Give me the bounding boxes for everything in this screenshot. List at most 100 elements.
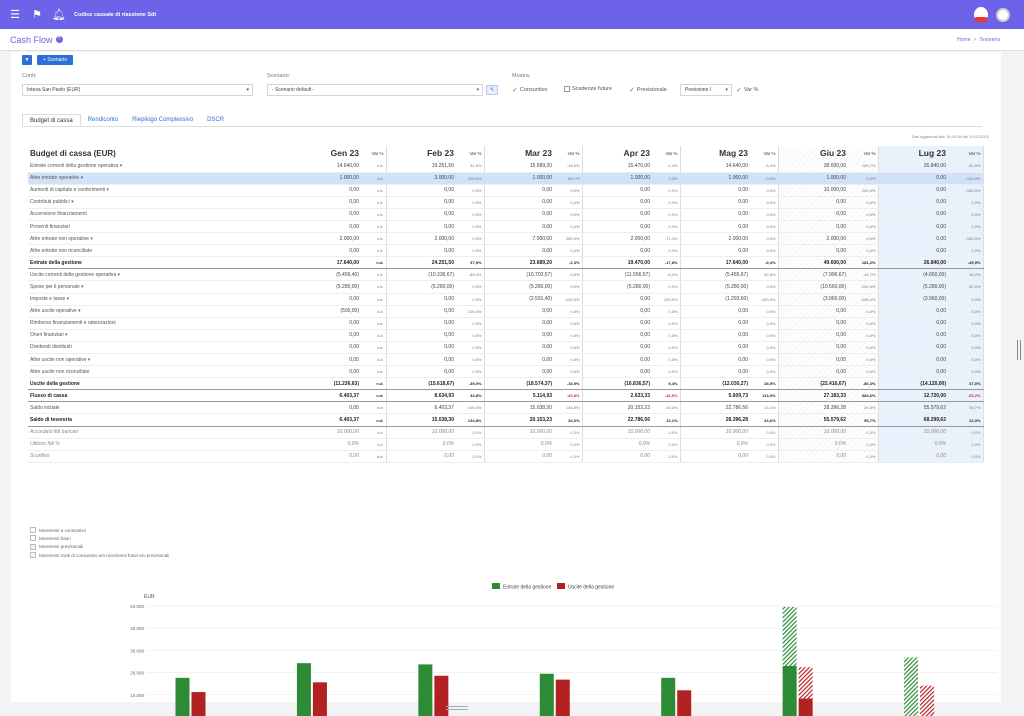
- expand-icon[interactable]: ▾: [76, 308, 81, 315]
- var-cell: n.d.: [361, 293, 387, 306]
- tab-riepilogo[interactable]: Riepilogo Complessivo: [132, 117, 194, 123]
- page-title: Cash Flow: [10, 34, 53, 45]
- table-row[interactable]: Entrate correnti della gestione operativ…: [28, 160, 984, 173]
- expand-icon[interactable]: ▾: [65, 296, 70, 303]
- var-cell: 0,0%: [948, 329, 984, 342]
- table-row[interactable]: Accensione finanziamenti 0,00 n.d. 0,00 0,0%…: [28, 208, 984, 221]
- table-row[interactable]: Accordato fidi bancari 10.000,00 n.d. 10.00…: [28, 426, 984, 439]
- var-cell: n.d.: [361, 401, 387, 415]
- table-row[interactable]: Altre uscite operative ▾ (500,00) n.d. 0,00…: [28, 305, 984, 318]
- table-row[interactable]: Entrate della gestione 17.640,00 n.d. 24.25…: [28, 256, 984, 270]
- value-cell: 0,0%: [878, 438, 948, 451]
- var-cell: 0,0%: [948, 196, 984, 209]
- value-cell: (18.574,37): [484, 377, 554, 391]
- expand-icon[interactable]: ▾: [69, 199, 74, 206]
- value-cell: 0,00: [778, 341, 848, 355]
- y-tick-label: 30.000: [130, 648, 144, 653]
- scenario-select[interactable]: - Scenario default - ▾: [267, 84, 483, 96]
- row-label-text: Altre uscite non riconciliate: [30, 368, 90, 375]
- table-row[interactable]: Altre uscite non riconciliate 0,00 n.d. 0,0…: [28, 365, 984, 379]
- expand-icon[interactable]: ▾: [105, 187, 109, 194]
- var-cell: n.d.: [361, 160, 387, 173]
- table-row[interactable]: Altre entrate operative ▾ 1.000,00 n.d. 3.0…: [28, 172, 984, 185]
- expand-icon[interactable]: ▾: [88, 235, 93, 242]
- value-cell: 55.579,62: [778, 413, 848, 427]
- bell-icon[interactable]: 🔔︎: [52, 9, 66, 21]
- table-row[interactable]: Sconfino 0,00 n.d. 0,00 0,0% 0,00 0,0% 0,00 0,0%…: [28, 450, 984, 463]
- value-cell: 0,00: [286, 184, 361, 197]
- table-row[interactable]: Uscite della gestione (11.236,63) n.d. (15.…: [28, 377, 984, 391]
- value-cell: 7.000,00: [484, 232, 554, 246]
- table-row[interactable]: Uscite correnti della gestione operativa…: [28, 268, 984, 282]
- company-name: Codice cassale di riassione Sdt: [74, 11, 157, 18]
- table-row[interactable]: Saldo di tesoreria 6.403,37 n.d. 15.038,30 1…: [28, 413, 984, 427]
- table-row[interactable]: Aumenti di capitale e conferimenti ▾ 0,00…: [28, 184, 984, 197]
- value-cell: 0,00: [878, 353, 948, 367]
- var-header: Var %: [652, 146, 681, 160]
- row-label-text: Proventi finanziari: [30, 223, 70, 230]
- table-row[interactable]: Flusso di cassa 6.403,37 n.d. 8.634,93 34,8%…: [28, 389, 984, 403]
- expand-icon[interactable]: ▾: [118, 162, 123, 169]
- table-row[interactable]: Dividendi distribuiti 0,00 n.d. 0,00 0,0% 0,0…: [28, 341, 984, 355]
- resize-handle-vertical[interactable]: [1017, 340, 1021, 360]
- table-row[interactable]: Rimborso finanziamenti e rateizzazioni 0,…: [28, 317, 984, 330]
- table-row[interactable]: Saldo iniziale 0,00 n.d. 6.403,37 100,0% 15.0…: [28, 401, 984, 415]
- breadcrumb-tesoreria[interactable]: Tesoreria: [979, 36, 1000, 43]
- help-icon[interactable]: ?: [55, 36, 63, 43]
- value-cell: 17.640,00: [680, 256, 750, 270]
- expand-icon[interactable]: ▾: [79, 283, 84, 290]
- var-cell: 0,0%: [456, 438, 485, 451]
- var-cell: 9,4%: [652, 377, 681, 391]
- breadcrumb-home[interactable]: Home: [957, 36, 971, 43]
- add-scenario-button[interactable]: + Scenario: [37, 55, 73, 65]
- var-cell: 0,0%: [456, 220, 485, 234]
- value-cell: (11.236,63): [286, 377, 361, 391]
- expand-icon[interactable]: ▾: [63, 332, 68, 339]
- filter-button[interactable]: ▼: [22, 55, 32, 65]
- conti-select[interactable]: Intesa San Paolo (EUR) ▾: [22, 84, 253, 96]
- var-cell: 0,0%: [652, 244, 681, 258]
- chevron-down-icon: ▾: [725, 87, 728, 93]
- table-row[interactable]: Altre uscite non operative ▾ 0,00 n.d. 0,00…: [28, 353, 984, 367]
- scadenze-checkbox[interactable]: Scadenze future: [564, 86, 612, 92]
- table-row[interactable]: Oneri finanziari ▾ 0,00 n.d. 0,00 0,0% 0,00 0,…: [28, 329, 984, 342]
- expand-icon[interactable]: ▾: [79, 175, 84, 182]
- var-cell: -48,5%: [652, 389, 681, 403]
- expand-icon[interactable]: ▾: [116, 271, 121, 278]
- value-cell: 2.000,00: [778, 232, 848, 246]
- value-cell: 0,00: [582, 317, 652, 330]
- legend-label: Movimenti a consuntivo: [39, 527, 87, 533]
- table-row[interactable]: Altre entrate non riconciliate 0,00 n.d. 0,…: [28, 244, 984, 258]
- row-label: Entrate della gestione: [28, 256, 286, 270]
- var-cell: 134,8%: [554, 401, 583, 415]
- table-row[interactable]: Utilizzo fidi % 0,0% n.d. 0,0% 0,0% 0,0% 0,0% 0…: [28, 438, 984, 451]
- previsione-select[interactable]: Previsione I ▾: [680, 84, 732, 96]
- var-cell: n.d.: [361, 208, 387, 221]
- tab-rendiconto[interactable]: Rendiconto: [87, 117, 119, 123]
- value-cell: 0,00: [778, 353, 848, 367]
- consuntivo-checkbox[interactable]: ✓ Consuntivo: [512, 86, 547, 94]
- menu-icon[interactable]: ☰: [10, 9, 20, 21]
- edit-scenario-button[interactable]: ✎: [486, 85, 498, 95]
- var-checkbox[interactable]: ✓ Var %: [736, 86, 758, 94]
- flag-icon[interactable]: ⚑: [32, 9, 42, 21]
- user-avatar[interactable]: [996, 7, 1010, 22]
- table-row[interactable]: Contributi pubblici ▾ 0,00 n.d. 0,00 0,0% 0,0…: [28, 196, 984, 209]
- resize-handle-horizontal[interactable]: [446, 706, 468, 710]
- tab-budget[interactable]: Budget di cassa: [22, 114, 81, 126]
- value-cell: (5.280,00): [286, 280, 361, 294]
- table-row[interactable]: Proventi finanziari 0,00 n.d. 0,00 0,0% 0,00 0…: [28, 220, 984, 234]
- previsionale-checkbox[interactable]: ✓ Previsionale: [629, 86, 667, 94]
- row-label: Entrate correnti della gestione operativ…: [28, 160, 286, 173]
- var-cell: -5,4%: [750, 160, 779, 173]
- var-cell: 95,7%: [948, 401, 984, 415]
- y-tick-label: 50.000: [130, 604, 144, 609]
- swatch: [30, 543, 36, 550]
- tab-dscr[interactable]: DSCR: [207, 117, 225, 123]
- table-row[interactable]: Altre entrate non operative ▾ 2.000,00 n.d…: [28, 232, 984, 246]
- table-row[interactable]: Imposte e tasse ▾ 0,00 n.d. 0,00 0,0% (2.591,…: [28, 293, 984, 306]
- table-row[interactable]: Spese per il personale ▾ (5.280,00) n.d. (5…: [28, 280, 984, 294]
- value-cell: 0,00: [778, 305, 848, 318]
- row-label-text: Entrate della gestione: [30, 259, 82, 266]
- expand-icon[interactable]: ▾: [86, 356, 91, 363]
